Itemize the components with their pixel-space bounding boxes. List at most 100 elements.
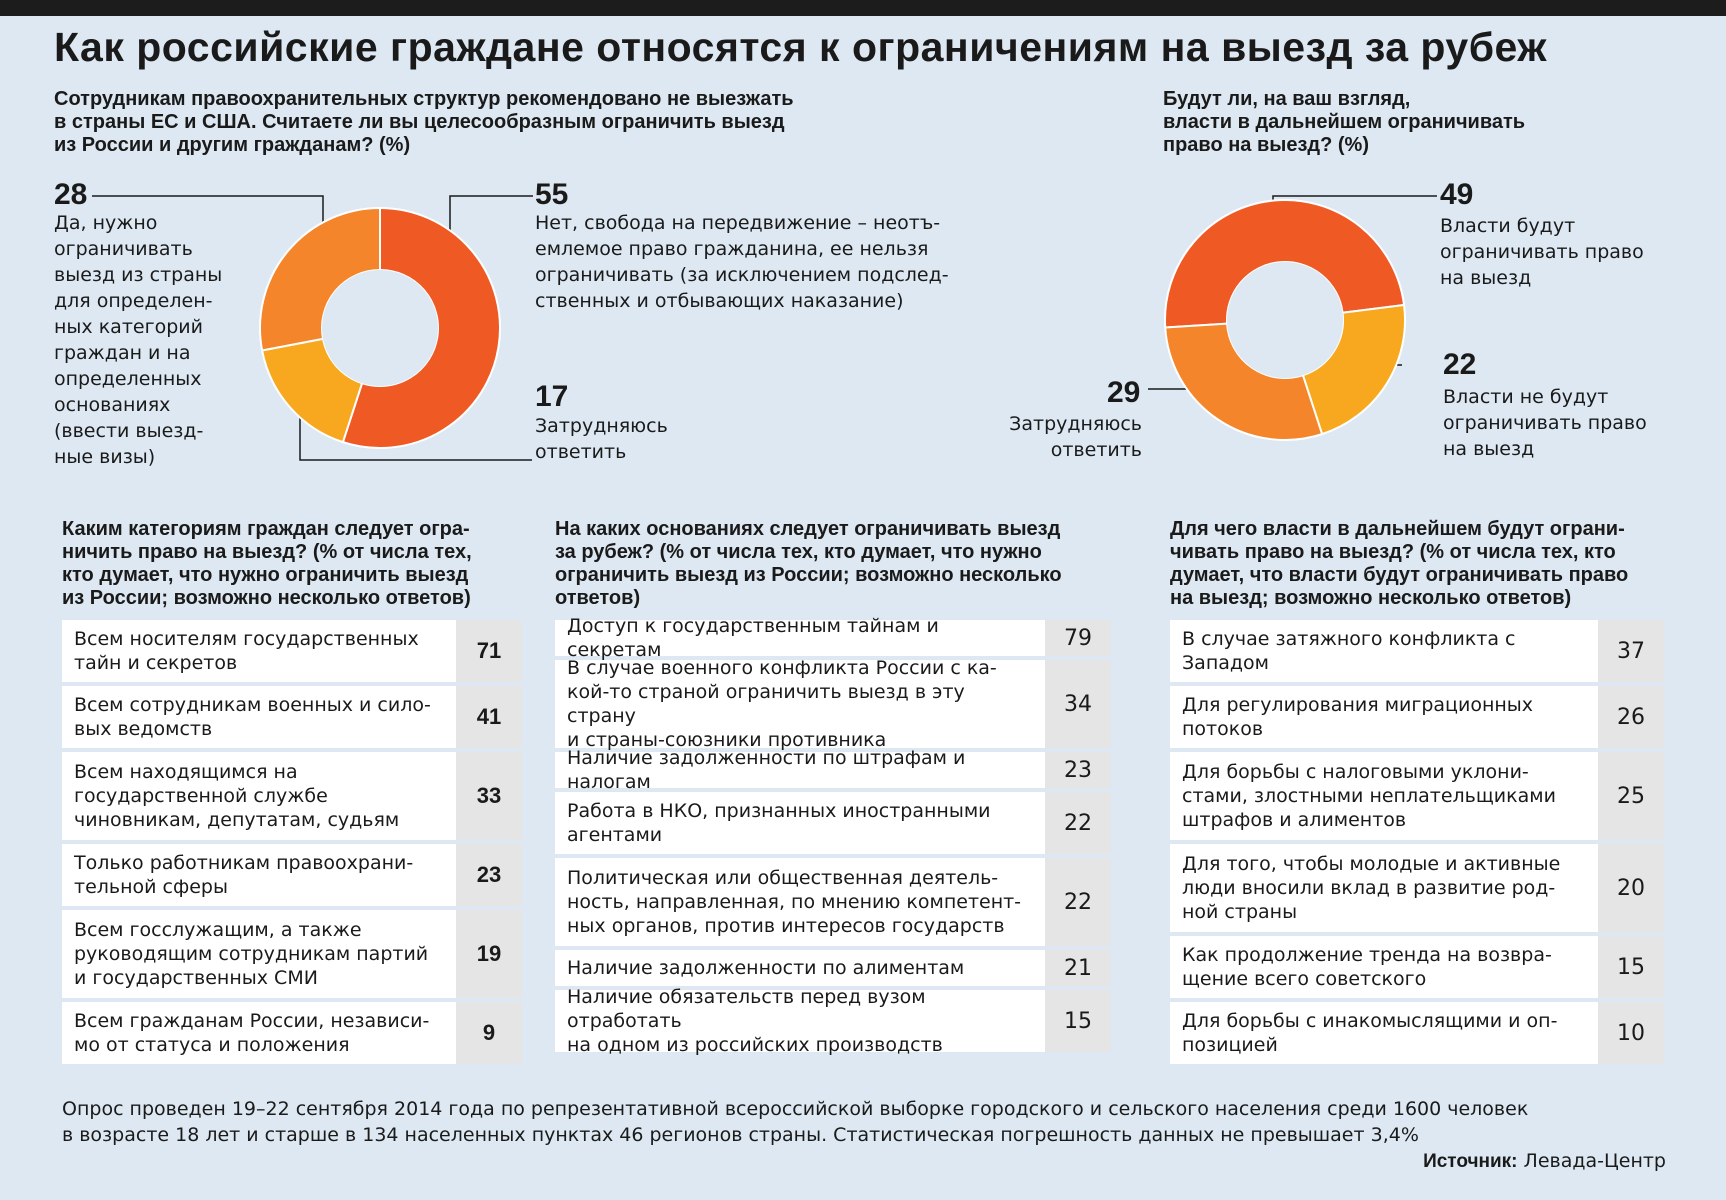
row-label: Для борьбы с налоговыми уклони-стами, зл… [1170, 752, 1598, 840]
table-row: Для регулирования миграционных потоков 26 [1170, 686, 1664, 752]
table-row: Всем гражданам России, независи-мо от ст… [62, 1002, 522, 1068]
label-line: Затрудняюсь [1009, 413, 1142, 435]
table-1-question: Каким категориям граждан следует огра- н… [62, 518, 472, 610]
row-label-line: ных органов, против интересов государств [567, 915, 1005, 937]
row-label: Наличие обязательств перед вузом отработ… [555, 986, 1045, 1056]
row-value: 26 [1598, 686, 1664, 748]
label-line: Власти не будут [1443, 386, 1609, 408]
table-row: Наличие задолженности по штрафам и налог… [555, 747, 1111, 793]
row-value: 41 [456, 686, 522, 748]
row-label-line: Всем госслужащим, а также [74, 919, 362, 941]
table-row: Для борьбы с налоговыми уклони-стами, зл… [1170, 752, 1664, 844]
label-line: на выезд [1443, 438, 1535, 460]
row-label: Всем госслужащим, а также руководящим сот… [62, 910, 456, 998]
question-line: думает, что власти будут ограничивать пр… [1170, 564, 1629, 586]
row-value: 21 [1045, 950, 1111, 986]
question-2-line: власти в дальнейшем ограничивать [1163, 111, 1526, 133]
donut-hole [1227, 262, 1343, 378]
label-line: для определен- [54, 290, 213, 312]
question-line: за рубеж? (% от числа тех, кто думает, ч… [555, 541, 1042, 563]
table-row: Всем сотрудникам военных и сило-вых ведо… [62, 686, 522, 752]
question-line: На каких основаниях следует ограничивать… [555, 518, 1061, 540]
row-label-line: тельной сферы [74, 876, 228, 898]
table-row: В случае военного конфликта России с ка-… [555, 657, 1111, 752]
label-line: ограничивать право [1440, 241, 1644, 263]
label-line: основаниях [54, 394, 171, 416]
label-line: граждан и на [54, 342, 191, 364]
question-line: Каким категориям граждан следует огра- [62, 518, 470, 540]
row-label-line: Для борьбы с налоговыми уклони- [1182, 761, 1529, 783]
label-line: определенных [54, 368, 202, 390]
row-label: Всем гражданам России, независи-мо от ст… [62, 1002, 456, 1064]
row-label-line: Всем сотрудникам военных и сило- [74, 694, 431, 716]
row-label-line: позицией [1182, 1034, 1278, 1056]
row-value: 9 [456, 1002, 522, 1064]
footnote: Опрос проведен 19–22 сентября 2014 года … [62, 1096, 1672, 1148]
row-label-line: Всем находящимся на [74, 761, 298, 783]
q2-will-value: 49 [1440, 178, 1474, 211]
row-value: 37 [1598, 620, 1664, 682]
row-label: Наличие задолженности по штрафам и налог… [555, 747, 1045, 793]
row-value: 19 [456, 910, 522, 998]
table-row: Как продолжение тренда на возвра-щение в… [1170, 936, 1664, 1002]
row-label: Всем находящимся на государственной служб… [62, 752, 456, 840]
question-1-line: из России и другим гражданам? (%) [54, 134, 411, 156]
row-label-line: и государственных СМИ [74, 967, 318, 989]
question-1: Сотрудникам правоохранительных структур … [54, 88, 794, 157]
row-label-line: Всем носителям государственных [74, 628, 419, 650]
source-label: Источник: [1423, 1151, 1518, 1172]
row-label: Работа в НКО, признанных иностранными аге… [555, 792, 1045, 854]
row-label-line: тайн и секретов [74, 652, 238, 674]
row-label-line: Для борьбы с инакомыслящими и оп- [1182, 1010, 1558, 1032]
row-label: В случае военного конфликта России с ка-… [555, 657, 1045, 751]
row-label-line: Только работникам правоохрани- [74, 852, 414, 874]
row-label-line: и страны-союзники противника [567, 729, 887, 751]
row-value: 33 [456, 752, 522, 840]
donut-hole [322, 270, 438, 386]
question-line: чивать право на выезд? (% от числа тех, … [1170, 541, 1616, 563]
row-label-line: Политическая или общественная деятель- [567, 867, 999, 889]
row-label: Всем носителям государственных тайн и сек… [62, 620, 456, 682]
label-line: ные визы) [54, 446, 156, 468]
row-label: Для регулирования миграционных потоков [1170, 686, 1598, 748]
q1-no-label: Нет, свобода на передвижение – неотъ- ем… [535, 210, 949, 314]
row-label: Только работникам правоохрани-тельной сф… [62, 844, 456, 906]
row-label-line: щение всего советского [1182, 968, 1427, 990]
row-label-line: на одном из российских производств [567, 1034, 943, 1056]
table-row: Работа в НКО, признанных иностранными аге… [555, 792, 1111, 858]
table-row: Для борьбы с инакомыслящими и оп-позицие… [1170, 1002, 1664, 1068]
table-2: Доступ к государственным тайнам и секрет… [555, 615, 1111, 1056]
row-label-line: мо от статуса и положения [74, 1034, 350, 1056]
label-line: Власти будут [1440, 215, 1576, 237]
row-value: 34 [1045, 660, 1111, 748]
row-label-line: Работа в НКО, признанных иностранными [567, 800, 991, 822]
row-label-line: ной страны [1182, 901, 1298, 923]
row-label: Для того, чтобы молодые и активные люди в… [1170, 844, 1598, 932]
row-value: 22 [1045, 792, 1111, 854]
row-label-line: Всем гражданам России, независи- [74, 1010, 430, 1032]
q2-dk-value: 29 [1107, 376, 1141, 409]
row-value: 79 [1045, 620, 1111, 656]
row-label-line: Наличие задолженности по алиментам [567, 957, 965, 979]
question-1-line: в страны ЕС и США. Считаете ли вы целесо… [54, 111, 785, 133]
row-value: 23 [456, 844, 522, 906]
label-line: Да, нужно [54, 212, 158, 234]
row-value: 23 [1045, 752, 1111, 788]
table-row: Для того, чтобы молодые и активные люди в… [1170, 844, 1664, 936]
footnote-line: в возрасте 18 лет и старше в 134 населен… [62, 1124, 1419, 1146]
table-3-question: Для чего власти в дальнейшем будут огран… [1170, 518, 1628, 610]
label-line: выезд из страны [54, 264, 223, 286]
table-row: Всем госслужащим, а также руководящим сот… [62, 910, 522, 1002]
row-value: 15 [1045, 990, 1111, 1052]
question-2-line: Будут ли, на ваш взгляд, [1163, 88, 1411, 110]
row-value: 25 [1598, 752, 1664, 840]
source-value: Левада-Центр [1523, 1150, 1666, 1172]
question-line: ответов) [555, 587, 641, 609]
source: Источник: Левада-Центр [1423, 1150, 1666, 1173]
row-label-line: Западом [1182, 652, 1269, 674]
row-label-line: Доступ к государственным тайнам и секрет… [567, 615, 939, 661]
table-row: Всем находящимся на государственной служб… [62, 752, 522, 844]
footnote-line: Опрос проведен 19–22 сентября 2014 года … [62, 1098, 1529, 1120]
label-line: ответить [1050, 439, 1142, 461]
row-value: 10 [1598, 1002, 1664, 1064]
